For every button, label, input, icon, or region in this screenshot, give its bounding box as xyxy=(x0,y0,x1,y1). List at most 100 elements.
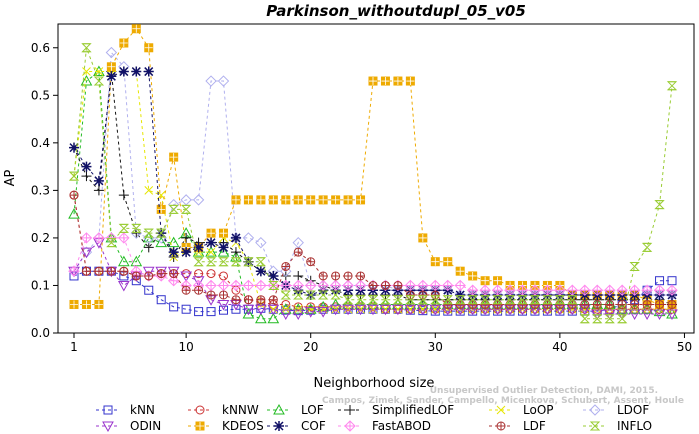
y-tick-label: 0.1 xyxy=(31,278,50,292)
data-point xyxy=(206,290,216,300)
data-point xyxy=(667,299,677,309)
data-point xyxy=(354,279,367,292)
marker-shape xyxy=(255,312,267,324)
data-point xyxy=(193,257,204,267)
data-point xyxy=(318,271,328,281)
data-point xyxy=(392,304,404,316)
marker-shape xyxy=(273,403,285,415)
marker-shape xyxy=(293,270,304,281)
marker-shape xyxy=(653,309,666,321)
marker-shape xyxy=(181,232,192,243)
marker-shape xyxy=(269,280,278,290)
data-point xyxy=(566,284,579,296)
data-point xyxy=(329,304,342,316)
data-point xyxy=(167,266,180,278)
y-tick-label: 0.6 xyxy=(31,41,50,55)
marker-shape xyxy=(641,242,653,252)
legend-label: FastABOD xyxy=(372,419,431,433)
data-point xyxy=(144,285,154,295)
marker-shape xyxy=(542,285,553,296)
marker-shape xyxy=(354,304,367,316)
data-point xyxy=(206,228,216,238)
data-point xyxy=(491,284,504,296)
marker-shape xyxy=(392,304,404,316)
marker-shape xyxy=(157,205,166,214)
marker-shape xyxy=(206,247,216,257)
marker-shape xyxy=(654,285,665,296)
marker-shape xyxy=(169,269,178,278)
data-point xyxy=(155,266,168,278)
y-tick-label: 0.0 xyxy=(31,326,50,340)
data-point xyxy=(243,295,253,305)
marker-shape xyxy=(555,304,565,314)
x-axis-label: Neighborhood size xyxy=(314,376,435,391)
data-point xyxy=(518,299,527,309)
legend-item-knnw: kNNW xyxy=(188,403,259,417)
data-point xyxy=(81,161,92,172)
data-point xyxy=(541,284,554,296)
data-point xyxy=(255,279,267,292)
data-point xyxy=(118,190,129,201)
marker-shape xyxy=(369,281,377,290)
data-point xyxy=(180,204,192,214)
data-point xyxy=(592,304,602,314)
data-point xyxy=(306,257,316,267)
data-point xyxy=(542,295,553,305)
marker-shape xyxy=(255,266,266,277)
data-point xyxy=(255,312,267,324)
legend-marker xyxy=(496,421,506,431)
marker-shape xyxy=(331,195,340,204)
marker-shape xyxy=(292,236,304,249)
marker-shape xyxy=(467,285,478,296)
marker-shape xyxy=(393,295,402,305)
marker-shape xyxy=(418,290,427,299)
data-point xyxy=(354,304,367,316)
marker-shape xyxy=(194,257,203,267)
marker-shape xyxy=(194,286,203,295)
marker-shape xyxy=(132,24,141,33)
marker-shape xyxy=(605,304,615,314)
data-point xyxy=(317,290,329,300)
data-point xyxy=(542,299,552,309)
marker-shape xyxy=(106,71,117,82)
marker-shape xyxy=(344,295,353,305)
data-point xyxy=(628,309,641,321)
marker-shape xyxy=(493,300,502,309)
marker-shape xyxy=(281,195,290,204)
data-point xyxy=(106,238,117,248)
data-point xyxy=(666,81,678,91)
marker-shape xyxy=(543,295,552,305)
data-point xyxy=(219,228,228,238)
series-line-simplifiedlof xyxy=(73,71,673,305)
marker-shape xyxy=(118,232,129,243)
marker-shape xyxy=(506,295,515,305)
data-point xyxy=(342,304,354,316)
legend-marker xyxy=(102,421,114,433)
data-point xyxy=(156,204,166,214)
data-point xyxy=(329,279,342,292)
data-point xyxy=(379,304,392,316)
marker-shape xyxy=(80,75,93,86)
data-point xyxy=(281,261,291,271)
marker-shape xyxy=(242,307,255,319)
data-point xyxy=(217,75,230,87)
data-point xyxy=(468,271,478,281)
marker-shape xyxy=(580,314,589,324)
data-point xyxy=(529,284,541,296)
marker-shape xyxy=(219,271,228,281)
marker-shape xyxy=(367,304,379,316)
data-point xyxy=(144,271,154,281)
marker-shape xyxy=(643,300,652,309)
data-point xyxy=(642,299,652,309)
legend-label: kNNW xyxy=(222,403,259,417)
data-point xyxy=(230,247,241,258)
data-point xyxy=(617,304,627,314)
data-point xyxy=(81,299,91,309)
marker-shape xyxy=(192,194,205,206)
marker-shape xyxy=(642,304,652,314)
legend-label: ODIN xyxy=(130,419,161,433)
legend-item-odin: ODIN xyxy=(96,419,161,433)
marker-shape xyxy=(455,280,466,291)
marker-shape xyxy=(82,43,91,53)
data-point xyxy=(616,314,628,324)
